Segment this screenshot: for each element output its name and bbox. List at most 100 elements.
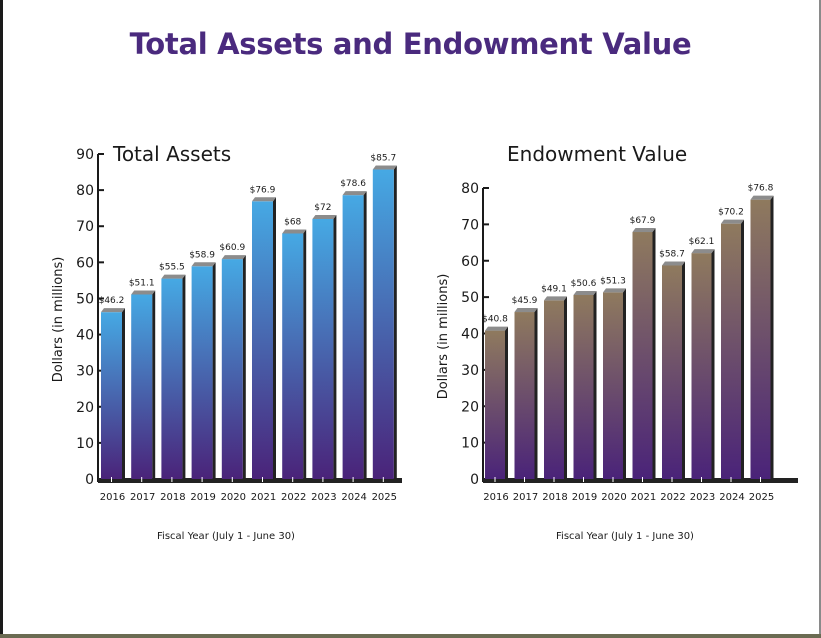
y-tick-label: 20 (461, 399, 479, 415)
bar (514, 312, 535, 479)
y-tick-label: 50 (76, 291, 94, 307)
x-axis-baseline (483, 478, 798, 483)
x-tick-label: 2021 (631, 492, 656, 503)
bar (721, 223, 741, 479)
bar-side (152, 290, 156, 478)
y-tick-label: 50 (461, 290, 479, 306)
bar (662, 265, 682, 479)
y-tick-label: 90 (76, 147, 94, 163)
data-label: $51.1 (129, 278, 155, 288)
bar (372, 169, 394, 479)
bar-cap (221, 255, 246, 260)
bar-side (711, 249, 715, 478)
x-axis-label: Fiscal Year (July 1 - June 30) (556, 531, 694, 542)
bar (252, 201, 273, 480)
bar-side (122, 308, 125, 478)
x-tick-label: 2019 (190, 492, 215, 503)
x-tick-label: 2018 (542, 492, 567, 503)
bar-cap (721, 219, 744, 224)
x-tick-label: 2023 (690, 492, 715, 503)
bar-side (393, 165, 397, 478)
data-label: $78.6 (340, 179, 366, 189)
bar-cap (312, 215, 337, 219)
data-label: $67.9 (630, 216, 656, 226)
bar-side (363, 191, 367, 478)
x-tick-label: 2025 (372, 492, 397, 503)
x-tick-label: 2022 (660, 492, 685, 503)
y-tick-label: 0 (85, 472, 94, 488)
data-label: $60.9 (219, 243, 245, 253)
y-tick-label: 0 (470, 472, 479, 488)
bar-cap (662, 261, 685, 266)
y-tick-label: 30 (76, 364, 94, 380)
bar-side (303, 229, 307, 478)
bar-cap (101, 308, 125, 313)
x-axis-label: Fiscal Year (July 1 - June 30) (157, 531, 295, 542)
bar (221, 259, 243, 479)
bar-cap (485, 326, 508, 331)
bar-cap (632, 228, 656, 233)
bar-cap (691, 249, 715, 254)
y-tick-label: 30 (461, 363, 479, 379)
bar (131, 294, 153, 479)
bar-side (770, 195, 774, 478)
bar (485, 330, 505, 479)
y-tick-label: 40 (461, 327, 479, 343)
data-label: $50.6 (571, 279, 597, 289)
bar-cap (131, 290, 156, 295)
x-tick-label: 2016 (100, 492, 125, 503)
bar-side (534, 308, 538, 478)
bar-cap (544, 296, 567, 301)
data-label: $85.7 (370, 154, 396, 164)
y-tick-label: 70 (76, 219, 94, 235)
data-label: $62.1 (689, 237, 715, 247)
y-axis-label: Dollars (in millions) (51, 257, 66, 383)
bar-side (593, 290, 597, 478)
x-tick-label: 2022 (281, 492, 306, 503)
x-tick-label: 2016 (483, 492, 508, 503)
data-label: $46.2 (99, 296, 125, 306)
bar-cap (161, 274, 186, 279)
bar (573, 294, 594, 479)
x-tick-label: 2023 (311, 492, 336, 503)
bar-cap (603, 288, 626, 293)
x-tick-label: 2021 (251, 492, 276, 503)
y-axis-label: Dollars (in millions) (436, 274, 451, 400)
bar-side (564, 296, 567, 478)
data-label: $76.9 (250, 185, 276, 195)
bar (191, 266, 213, 479)
data-label: $40.8 (482, 315, 508, 325)
y-tick-label: 60 (461, 254, 479, 270)
bar (101, 312, 122, 479)
x-tick-label: 2017 (513, 492, 538, 503)
bar (342, 195, 364, 479)
bar (632, 232, 653, 479)
data-label: $72 (314, 203, 331, 213)
data-label: $49.1 (541, 284, 567, 294)
bar-cap (514, 308, 538, 313)
data-label: $45.9 (512, 296, 538, 306)
x-tick-label: 2020 (601, 492, 626, 503)
data-label: $55.5 (159, 263, 185, 273)
bar (750, 199, 771, 479)
bar-cap (342, 191, 367, 196)
frame-border-right (819, 0, 821, 638)
endowment-value-chart: Endowment Value 0 10 20 30 40 50 60 70 80 Dollars … (436, 142, 798, 542)
bar-side (505, 326, 508, 478)
bar-cap (252, 197, 276, 202)
x-tick-label: 2024 (719, 492, 744, 503)
y-tick-label: 40 (76, 328, 94, 344)
bar-side (741, 219, 744, 478)
bar-side (182, 274, 186, 478)
y-tick-label: 80 (76, 183, 94, 199)
chart-title: Total Assets (112, 142, 231, 166)
frame-border-left (0, 0, 3, 638)
x-tick-label: 2025 (749, 492, 774, 503)
bar-side (242, 255, 246, 478)
bar-cap (191, 262, 216, 267)
bar (603, 292, 623, 479)
bar (691, 253, 712, 479)
bar (312, 219, 334, 479)
y-tick-label: 60 (76, 255, 94, 271)
page-title: Total Assets and Endowment Value (129, 27, 692, 61)
